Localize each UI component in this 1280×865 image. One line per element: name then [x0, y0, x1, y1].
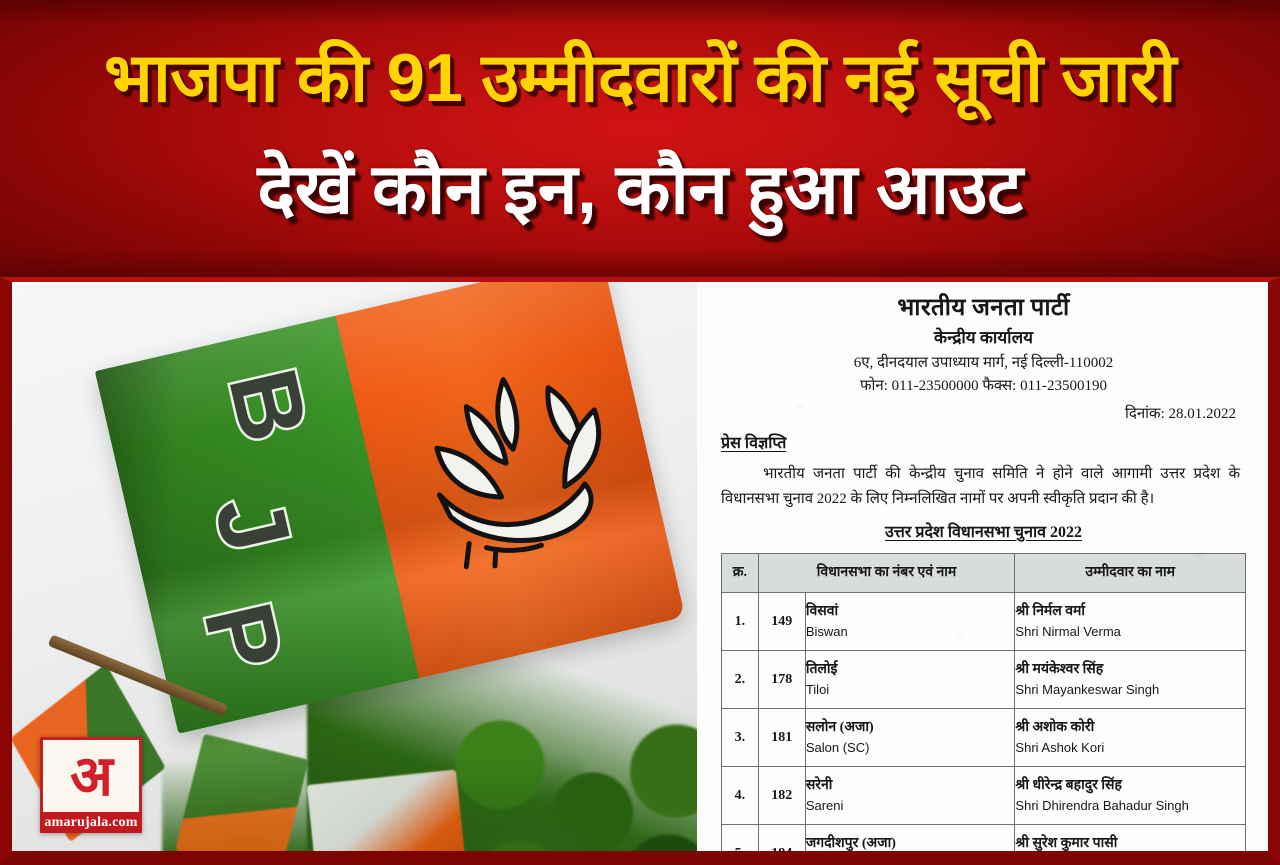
document-title: भारतीय जनता पार्टी	[897, 295, 1070, 321]
cell-constituency-number: 181	[757, 708, 806, 767]
cell-serial: 1.	[721, 592, 759, 651]
card-body: B J P	[0, 277, 1280, 865]
cell-constituency-name: सरेनी Sareni	[804, 766, 1016, 825]
constituency-name-hindi: विसवां	[805, 603, 839, 619]
table-row: 4. 182 सरेनी Sareni श्री धीरेन्द्र बहादुर सि…	[721, 766, 1246, 825]
cell-constituency-name: सलोन (अजा) Salon (SC)	[804, 708, 1016, 767]
column-header-candidate: उम्मीदवार का नाम	[1014, 553, 1246, 593]
flag-letter-b: B	[206, 357, 331, 454]
cell-candidate-name: श्री निर्मल वर्मा Shri Nirmal Verma	[1014, 592, 1246, 651]
document-address: 6ए, दीनदयाल उपाध्याय मार्ग, नई दिल्ली-11…	[853, 355, 1114, 371]
constituency-name-english: Sareni	[805, 797, 844, 813]
cell-candidate-name: श्री धीरेन्द्र बहादुर सिंह Shri Dhirendra…	[1014, 766, 1246, 825]
candidates-table: क्र. विधानसभा का नंबर एवं नाम उम्मीदवार …	[721, 553, 1246, 851]
cell-constituency-name: जगदीशपुर (अजा)Jagdishpur (SC)	[804, 824, 1016, 851]
flag-letter-p: P	[181, 591, 305, 682]
bjp-flag-photo: B J P	[12, 282, 697, 851]
lotus-icon	[434, 377, 601, 570]
cell-constituency-number: 182	[757, 766, 806, 825]
cell-constituency-name: तिलोई Tiloi	[804, 650, 1016, 709]
candidate-name-hindi: श्री मयंकेश्वर सिंह	[1015, 661, 1104, 677]
candidate-name-english: Shri Mayankeswar Singh	[1015, 681, 1160, 697]
table-row: 5.184जगदीशपुर (अजा)Jagdishpur (SC)श्री स…	[721, 824, 1246, 851]
constituency-name-hindi: सरेनी	[805, 777, 833, 793]
press-release-document: भारतीय जनता पार्टी केन्द्रीय कार्यालय 6ए…	[697, 282, 1268, 851]
amarujala-watermark: अ amarujala.com	[40, 737, 142, 833]
cell-serial: 3.	[721, 708, 759, 767]
logo-square: अ	[40, 737, 142, 812]
cell-candidate-name: श्री सुरेश कुमार पासीShri Suresh Kumar P…	[1014, 824, 1246, 851]
table-header-row: क्र. विधानसभा का नंबर एवं नाम उम्मीदवार …	[721, 553, 1246, 593]
bjp-flag: B J P	[94, 282, 686, 734]
candidate-name-hindi: श्री धीरेन्द्र बहादुर सिंह	[1015, 777, 1122, 793]
cell-serial: 4.	[721, 766, 759, 825]
table-row: 2. 178 तिलोई Tiloi श्री मयंकेश्वर सिंह Shri M…	[721, 650, 1246, 709]
constituency-name-hindi: जगदीशपुर (अजा)	[805, 835, 896, 851]
cell-constituency-number: 178	[757, 650, 806, 709]
document-date: दिनांक: 28.01.2022	[1125, 406, 1236, 422]
cell-candidate-name: श्री अशोक कोरी Shri Ashok Kori	[1014, 708, 1246, 767]
candidate-name-hindi: श्री निर्मल वर्मा	[1015, 603, 1086, 619]
candidate-name-hindi: श्री सुरेश कुमार पासी	[1015, 835, 1118, 851]
document-office: केन्द्रीय कार्यालय	[934, 328, 1033, 347]
candidate-name-english: Shri Nirmal Verma	[1015, 623, 1121, 639]
candidate-name-english: Shri Dhirendra Bahadur Singh	[1015, 797, 1189, 813]
constituency-name-hindi: सलोन (अजा)	[805, 719, 874, 735]
cell-constituency-name: विसवां Biswan	[804, 592, 1016, 651]
cell-constituency-number: 149	[757, 592, 806, 651]
constituency-name-hindi: तिलोई	[805, 661, 838, 677]
press-release-paragraph: भारतीय जनता पार्टी की केन्द्रीय चुनाव सम…	[721, 466, 1240, 507]
column-header-serial: क्र.	[721, 553, 759, 593]
candidate-name-hindi: श्री अशोक कोरी	[1015, 719, 1095, 735]
logo-glyph: अ	[70, 744, 113, 807]
cell-candidate-name: श्री मयंकेश्वर सिंह Shri Mayankeswar Sing…	[1014, 650, 1246, 709]
cell-constituency-number: 184	[757, 824, 806, 851]
logo-wordmark: amarujala.com	[40, 812, 142, 833]
background-flag-right	[306, 769, 468, 851]
candidate-name-english: Shri Ashok Kori	[1015, 739, 1105, 755]
press-release-label: प्रेस विज्ञप्ति	[721, 435, 787, 452]
column-header-constituency: विधानसभा का नंबर एवं नाम	[757, 553, 1016, 593]
constituency-name-english: Tiloi	[805, 681, 830, 697]
constituency-name-english: Salon (SC)	[805, 739, 870, 755]
document-phone-fax: फोन: 011-23500000 फैक्स: 011-23500190	[859, 378, 1108, 394]
table-row: 1. 149 विसवां Biswan श्री निर्मल वर्मा Shri N…	[721, 592, 1246, 651]
constituency-name-english: Biswan	[805, 623, 848, 639]
document-subtitle: उत्तर प्रदेश विधानसभा चुनाव 2022	[884, 524, 1083, 541]
table-row: 3. 181 सलोन (अजा) Salon (SC) श्री अशोक कोरी S…	[721, 708, 1246, 767]
headline-line-2: देखें कौन इन, कौन हुआ आउट	[257, 150, 1023, 228]
headline-line-1: भाजपा की 91 उम्मीदवारों की नई सूची जारी	[104, 40, 1176, 116]
flag-letter-j: J	[192, 483, 313, 564]
cell-serial: 2.	[721, 650, 759, 709]
cell-serial: 5.	[721, 824, 759, 851]
headline-banner: भाजपा की 91 उम्मीदवारों की नई सूची जारी …	[0, 0, 1280, 277]
